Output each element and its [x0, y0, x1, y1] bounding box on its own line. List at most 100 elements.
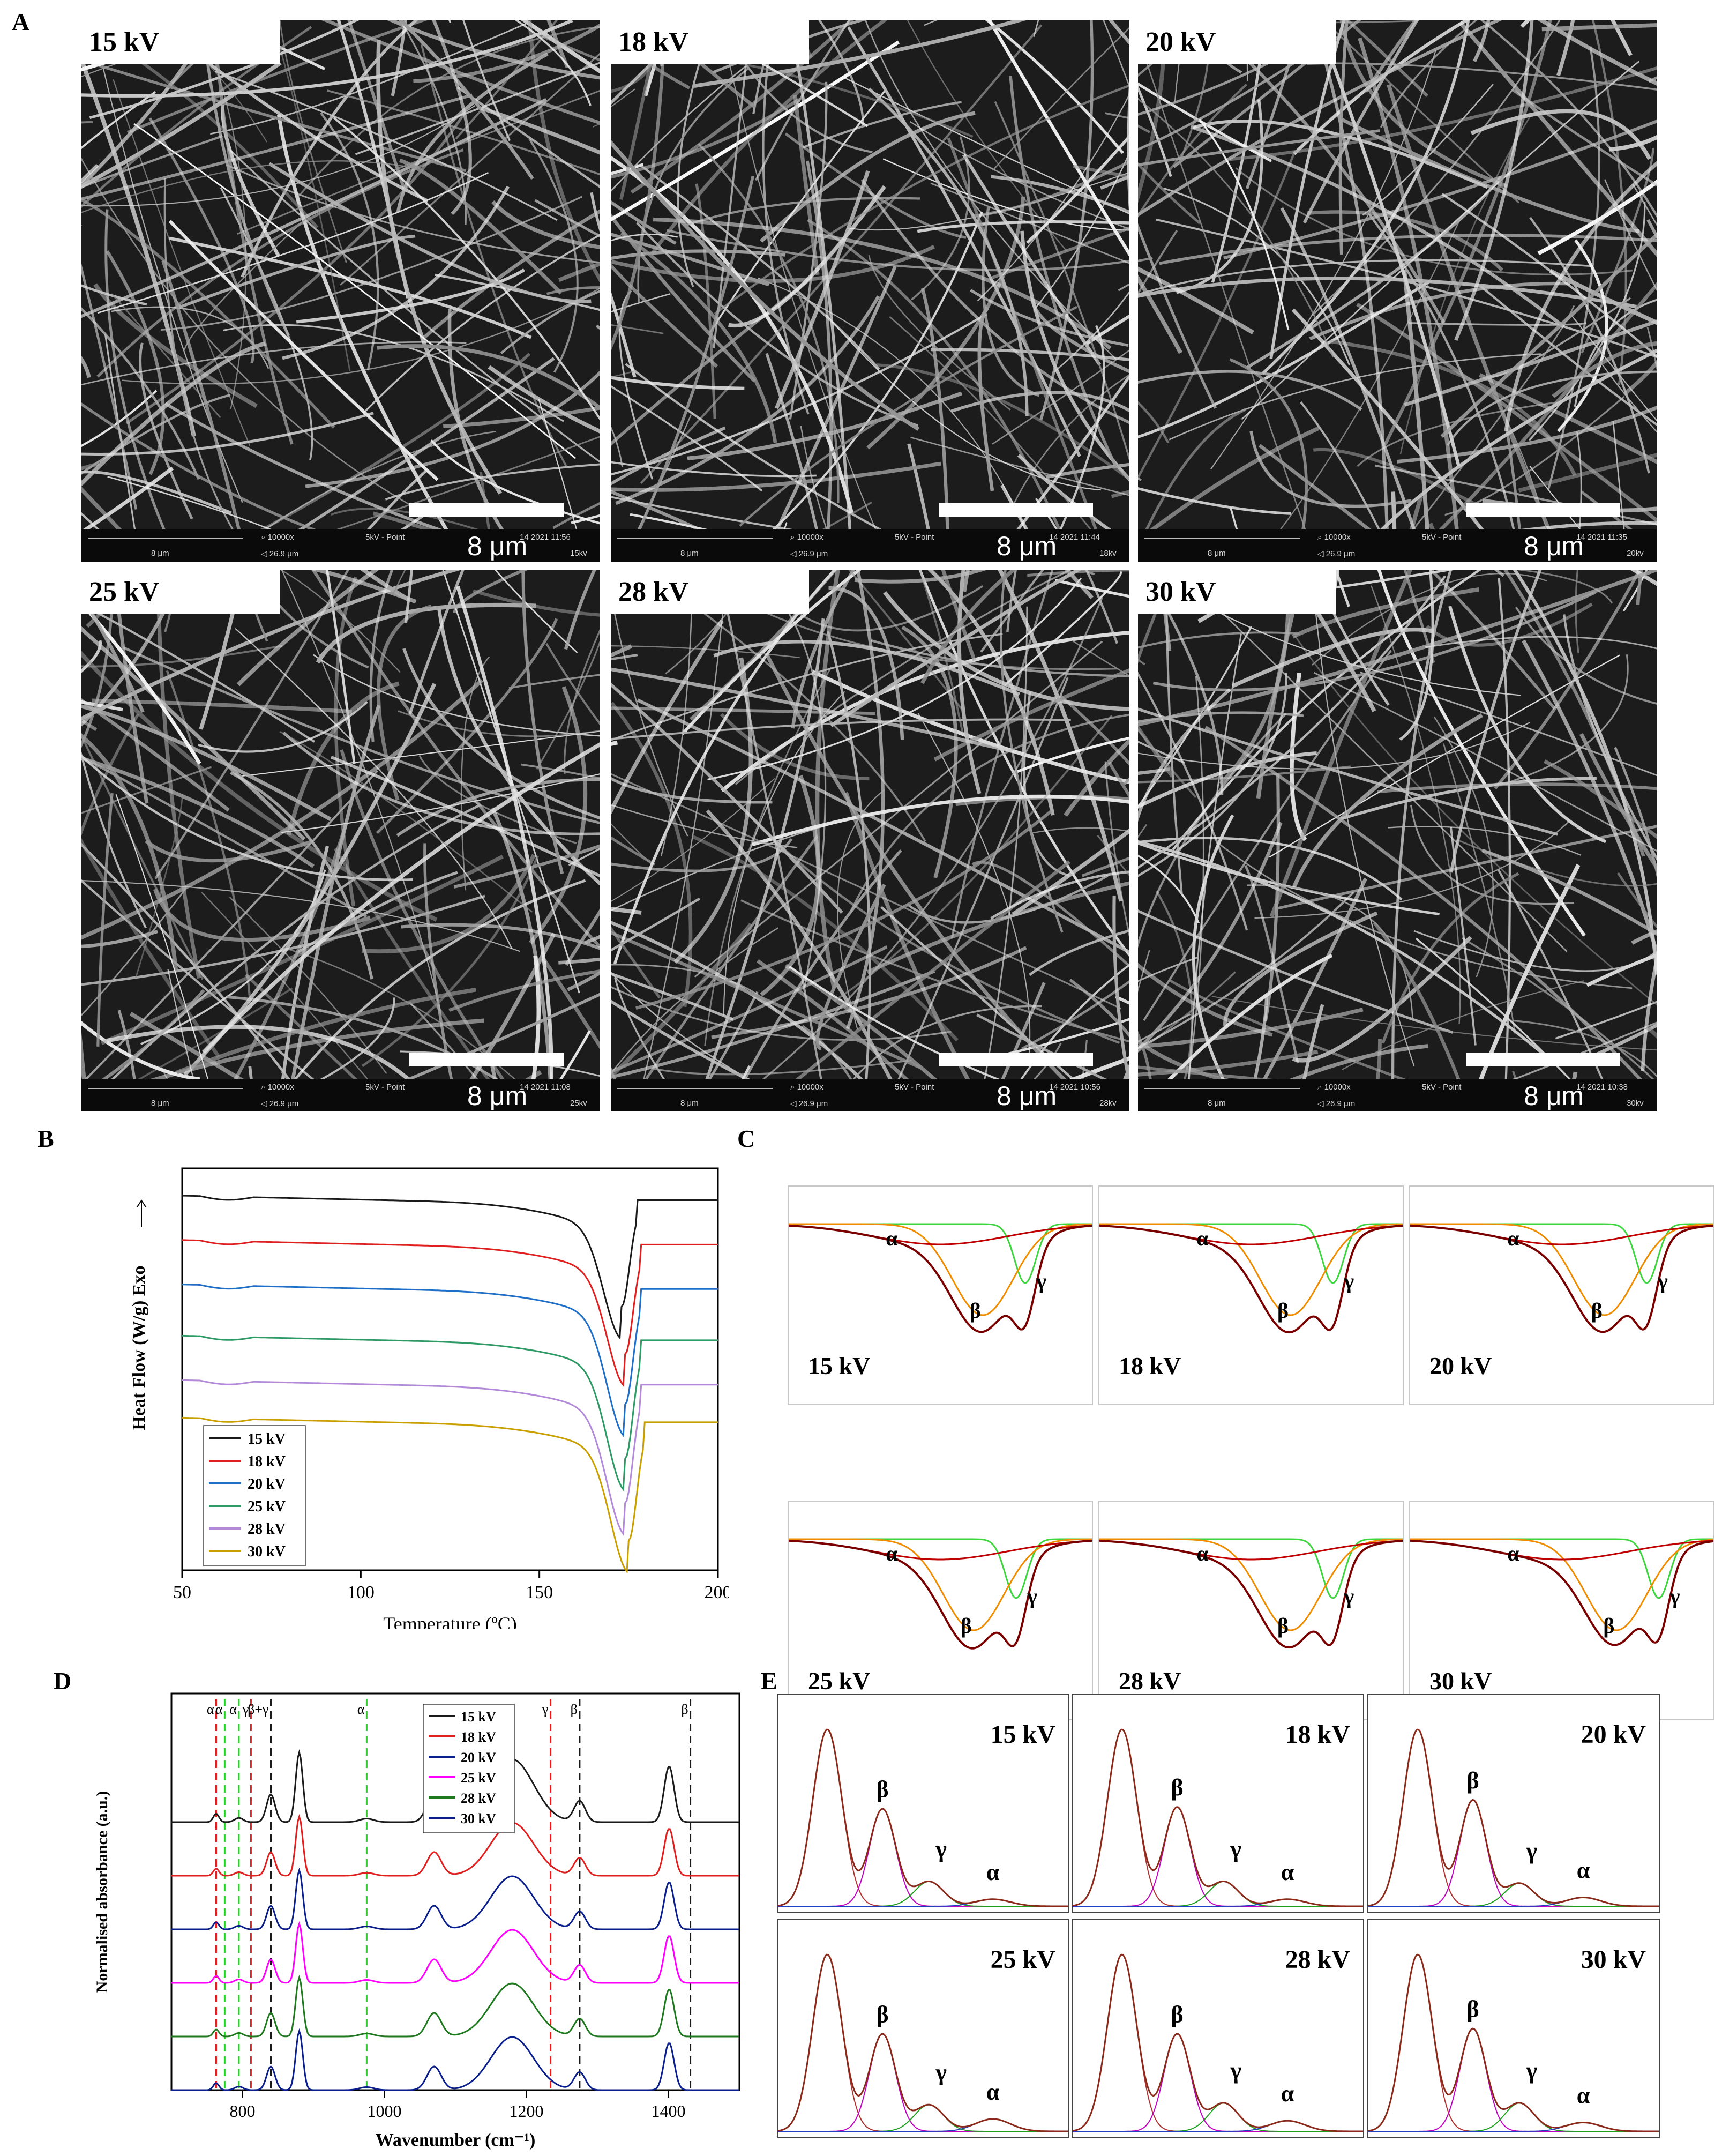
ftir-deconv-svg: β γ α 20 kV: [1368, 1720, 1659, 1907]
sem-ruler: [88, 538, 243, 539]
sem-ruler-label: 8 μm: [151, 549, 169, 558]
gamma-label: γ: [935, 1836, 947, 1862]
gamma-label: γ: [1657, 1269, 1668, 1293]
sem-fiber-texture: [81, 20, 600, 529]
x-axis-label: Temperature (ºC): [383, 1613, 517, 1629]
sem-ruler: [88, 1088, 243, 1089]
y-axis-label: Heat Flow (W/g) Exo: [129, 1266, 149, 1430]
gamma-label: γ: [1036, 1269, 1046, 1293]
sem-ruler-label: 8 μm: [680, 549, 699, 558]
sem-voltage-label: 20 kV: [1138, 20, 1336, 64]
total-fit: [1410, 1224, 1714, 1333]
ftir-deconv-subplot-3: β γ α 20 kV: [1367, 1694, 1660, 1913]
gamma-label: γ: [1525, 2057, 1537, 2084]
ftir-series-2: [171, 1814, 739, 1877]
legend-label: 25 kV: [248, 1498, 286, 1515]
beta-label: β: [1603, 1614, 1614, 1638]
gamma-peak: [778, 1881, 1068, 1907]
sem-voltage-label: 30 kV: [1138, 570, 1336, 614]
sem-info-bar: 8 μm ⌕ 10000x ◁ 26.9 μm 5kV - Point 8 μm 14 2…: [1138, 1079, 1657, 1111]
ftir-deconv-subplot-5: β γ α 28 kV: [1072, 1919, 1364, 2138]
dsc-series-3: [182, 1284, 718, 1438]
beta-label: β: [961, 1614, 972, 1638]
dsc-series-2: [182, 1239, 718, 1387]
alpha-label: α: [1196, 1541, 1208, 1565]
total-fit: [1368, 1728, 1659, 1907]
gamma-label: γ: [935, 2060, 947, 2086]
beta-component: [789, 1538, 1092, 1631]
dsc-deconv-svg: α β γ 25 kV: [788, 1538, 1092, 1695]
legend-label: 30 kV: [461, 1811, 496, 1826]
sem-sample-id: 30kv: [1627, 1099, 1644, 1108]
beta-component: [789, 1223, 1092, 1316]
gamma-component: [1410, 1223, 1713, 1284]
sem-voltage-label: 25 kV: [81, 570, 280, 614]
gamma-peak: [1368, 1883, 1659, 1907]
sem-scale-label: 8 μm: [997, 531, 1057, 561]
sem-magnification: ⌕ 10000x: [261, 1083, 294, 1092]
sem-fiber-texture: [81, 570, 600, 1079]
alpha-label: α: [1577, 2083, 1590, 2109]
sem-info-bar: 8 μm ⌕ 10000x ◁ 26.9 μm 5kV - Point 8 μm 14 2…: [611, 529, 1129, 562]
sem-image-5: 28 kV 8 μm ⌕ 10000x ◁ 26.9 μm 5kV - Point 8 μ…: [611, 570, 1129, 1111]
subplot-label: 18 kV: [1119, 1352, 1181, 1379]
sem-scale-label: 8 μm: [997, 1081, 1057, 1111]
subplot-label: 20 kV: [1581, 1720, 1646, 1749]
band-marker-label: γ: [242, 1702, 249, 1717]
sem-hv-mode: 5kV - Point: [365, 1083, 405, 1092]
plot-frame: [170, 1692, 740, 2091]
sem-ruler-label: 8 μm: [1208, 1099, 1226, 1108]
scale-bar: [1466, 503, 1620, 517]
sem-field-width: ◁ 26.9 μm: [261, 549, 299, 558]
sem-image-2: 18 kV 8 μm ⌕ 10000x ◁ 26.9 μm 5kV - Point 8 μ…: [611, 20, 1129, 562]
panel-label-a: A: [12, 8, 30, 35]
beta-peak: [778, 1808, 1068, 1907]
sem-fiber-texture: [611, 570, 1129, 1079]
ftir-series-5: [171, 1974, 739, 2038]
sem-fiber-texture: [611, 20, 1129, 529]
dsc-deconv-subplot-4: α β γ 25 kV: [788, 1501, 1093, 1720]
legend-label: 15 kV: [461, 1709, 496, 1725]
sem-hv-mode: 5kV - Point: [895, 533, 934, 542]
sem-image-6: 30 kV 8 μm ⌕ 10000x ◁ 26.9 μm 5kV - Point 8 μ…: [1138, 570, 1657, 1111]
sem-sample-id: 25kv: [570, 1099, 587, 1108]
alpha-label: α: [1196, 1226, 1208, 1250]
sem-field-width: ◁ 26.9 μm: [1317, 1099, 1356, 1108]
legend-box: [423, 1704, 515, 1833]
beta-component: [1099, 1223, 1403, 1316]
sem-info-bar: 8 μm ⌕ 10000x ◁ 26.9 μm 5kV - Point 8 μm 14 2…: [81, 529, 600, 562]
sem-scale-label: 8 μm: [1524, 531, 1584, 561]
beta-label: β: [1591, 1299, 1603, 1323]
sem-fiber-texture: [1138, 570, 1657, 1079]
band-marker-label: β: [571, 1702, 578, 1717]
main-peak: [777, 1954, 1068, 2132]
ftir-chart: 800 1000 1200 1400 Wavenumber (cm⁻¹) Normalis…: [93, 1692, 740, 2150]
total-fit: [777, 1728, 1068, 1907]
sem-magnification: ⌕ 10000x: [1317, 1083, 1351, 1092]
x-tick-label: 200: [705, 1583, 729, 1602]
sem-sample-id: 20kv: [1627, 549, 1644, 558]
subplot-label: 25 kV: [991, 1945, 1056, 1974]
sem-voltage-label: 15 kV: [81, 20, 280, 64]
gamma-label: γ: [1343, 1584, 1354, 1608]
sem-ruler: [1144, 538, 1300, 539]
gamma-component: [1410, 1538, 1713, 1599]
sem-ruler: [617, 538, 773, 539]
band-marker-label: β+γ: [248, 1702, 268, 1717]
beta-peak: [778, 2033, 1068, 2132]
subplot-label: 20 kV: [1429, 1352, 1492, 1379]
gamma-label: γ: [1230, 1836, 1241, 1862]
legend-label: 18 kV: [248, 1453, 286, 1470]
alpha-label: α: [1281, 1859, 1294, 1885]
alpha-label: α: [986, 1859, 1000, 1885]
legend-label: 30 kV: [248, 1543, 286, 1560]
sem-voltage-label: 28 kV: [611, 570, 809, 614]
dsc-deconv-svg: α β γ 28 kV: [1099, 1538, 1403, 1695]
sem-info-bar: 8 μm ⌕ 10000x ◁ 26.9 μm 5kV - Point 8 μm 14 2…: [611, 1079, 1129, 1111]
sem-sample-id: 15kv: [570, 549, 587, 558]
x-tick-label: 100: [347, 1583, 375, 1602]
alpha-label: α: [1281, 2080, 1294, 2107]
sem-scale-label: 8 μm: [467, 1081, 528, 1111]
panel-label-d: D: [54, 1667, 72, 1695]
gamma-peak: [1073, 1881, 1363, 1907]
